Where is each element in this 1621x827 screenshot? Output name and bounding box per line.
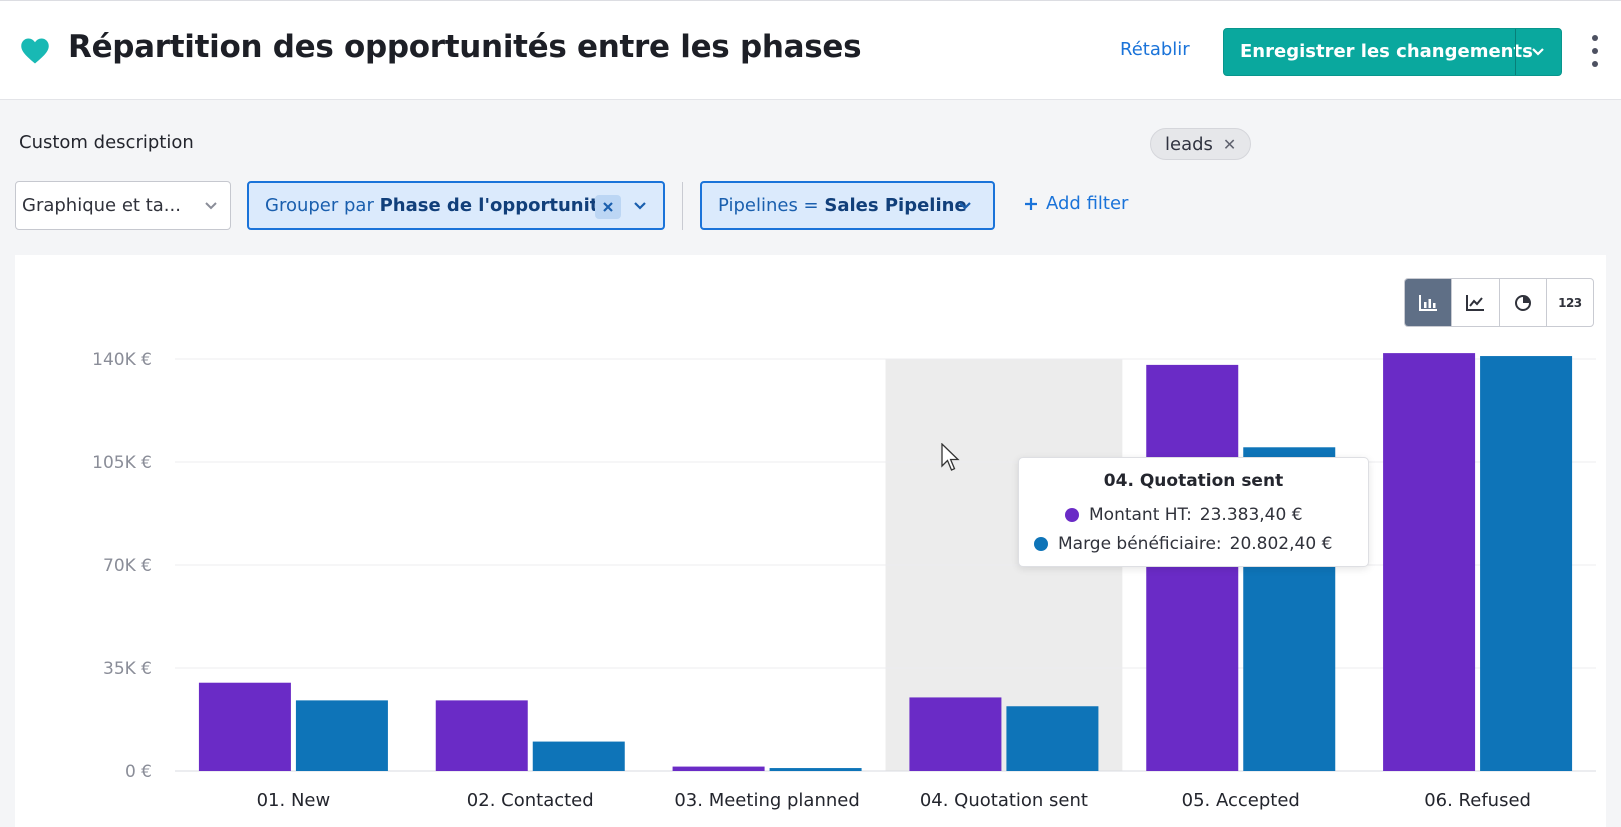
- bar-montant: [1383, 353, 1476, 771]
- y-tick-label: 140K €: [92, 350, 152, 370]
- series-dot-marge: [1034, 537, 1048, 551]
- tooltip-value: 23.383,40 €: [1199, 505, 1303, 525]
- chart-type-toggle: 123: [1404, 278, 1594, 327]
- remove-tag-icon[interactable]: ✕: [1222, 134, 1237, 154]
- save-button-divider: [1515, 29, 1516, 75]
- top-bar: Répartition des opportunités entre les p…: [0, 0, 1621, 100]
- bar-marge: [1480, 356, 1573, 771]
- pipeline-filter-chip[interactable]: Pipelines = Sales Pipeline: [700, 181, 995, 230]
- filter-divider: [682, 182, 683, 230]
- series-dot-montant: [1065, 508, 1079, 522]
- save-changes-label: Enregistrer les changements: [1240, 41, 1533, 62]
- tag-label: leads: [1165, 133, 1213, 155]
- more-options-icon[interactable]: [1588, 35, 1602, 67]
- y-tick-label: 0 €: [125, 762, 152, 782]
- group-by-text: Grouper par Phase de l'opportunité: [265, 195, 611, 216]
- save-options-chevron-icon[interactable]: [1515, 29, 1561, 75]
- bar-marge: [532, 741, 625, 771]
- remove-group-icon[interactable]: [595, 195, 621, 219]
- x-tick-label: 02. Contacted: [467, 790, 594, 811]
- tooltip-label: Marge bénéficiaire:: [1058, 534, 1222, 554]
- view-select-value: Graphique et ta...: [22, 195, 181, 216]
- chart-tooltip: 04. Quotation sent Montant HT: 23.383,40…: [1018, 457, 1369, 567]
- x-tick-label: 01. New: [257, 790, 331, 811]
- bar-montant: [672, 766, 765, 771]
- bar-marge: [769, 768, 862, 771]
- group-by-chip[interactable]: Grouper par Phase de l'opportunité: [247, 181, 665, 230]
- bar-montant: [198, 682, 291, 771]
- reset-button[interactable]: Rétablir: [1120, 39, 1190, 60]
- bar-montant: [1146, 364, 1239, 771]
- tooltip-label: Montant HT:: [1089, 505, 1192, 525]
- chevron-down-icon[interactable]: [633, 195, 647, 217]
- x-tick-label: 06. Refused: [1424, 790, 1531, 811]
- view-select[interactable]: Graphique et ta...: [15, 181, 231, 230]
- bar-marge: [295, 700, 388, 771]
- x-tick-label: 03. Meeting planned: [674, 790, 859, 811]
- bar-marge: [1006, 706, 1099, 771]
- add-filter-label: Add filter: [1046, 193, 1129, 214]
- chevron-down-icon[interactable]: [958, 195, 972, 217]
- tooltip-row-marge: Marge bénéficiaire: 20.802,40 €: [1034, 534, 1332, 554]
- tag-chip: leads ✕: [1150, 128, 1252, 160]
- add-filter-button[interactable]: Add filter: [1024, 193, 1128, 214]
- pipeline-filter-text: Pipelines = Sales Pipeline: [718, 195, 967, 216]
- y-tick-label: 70K €: [103, 556, 152, 576]
- y-tick-label: 35K €: [103, 659, 152, 679]
- heart-icon[interactable]: [20, 37, 50, 65]
- tooltip-row-montant: Montant HT: 23.383,40 €: [1065, 505, 1303, 525]
- line-chart-icon[interactable]: [1452, 279, 1500, 326]
- save-changes-button[interactable]: Enregistrer les changements: [1223, 28, 1562, 76]
- x-tick-label: 04. Quotation sent: [920, 790, 1088, 811]
- bar-montant: [435, 700, 528, 771]
- tooltip-title: 04. Quotation sent: [1103, 471, 1284, 491]
- tooltip-value: 20.802,40 €: [1229, 534, 1333, 554]
- y-tick-label: 105K €: [92, 453, 152, 473]
- chevron-down-icon: [205, 202, 217, 210]
- plus-icon: [1025, 197, 1037, 210]
- pie-chart-icon[interactable]: [1500, 279, 1547, 326]
- bar-montant: [909, 697, 1002, 771]
- page-title: Répartition des opportunités entre les p…: [68, 29, 862, 65]
- bar-chart-icon[interactable]: [1405, 279, 1453, 326]
- report-description: Custom description: [19, 132, 194, 153]
- number-icon[interactable]: 123: [1558, 295, 1582, 310]
- mouse-cursor-icon: [941, 443, 960, 471]
- x-tick-label: 05. Accepted: [1182, 790, 1300, 811]
